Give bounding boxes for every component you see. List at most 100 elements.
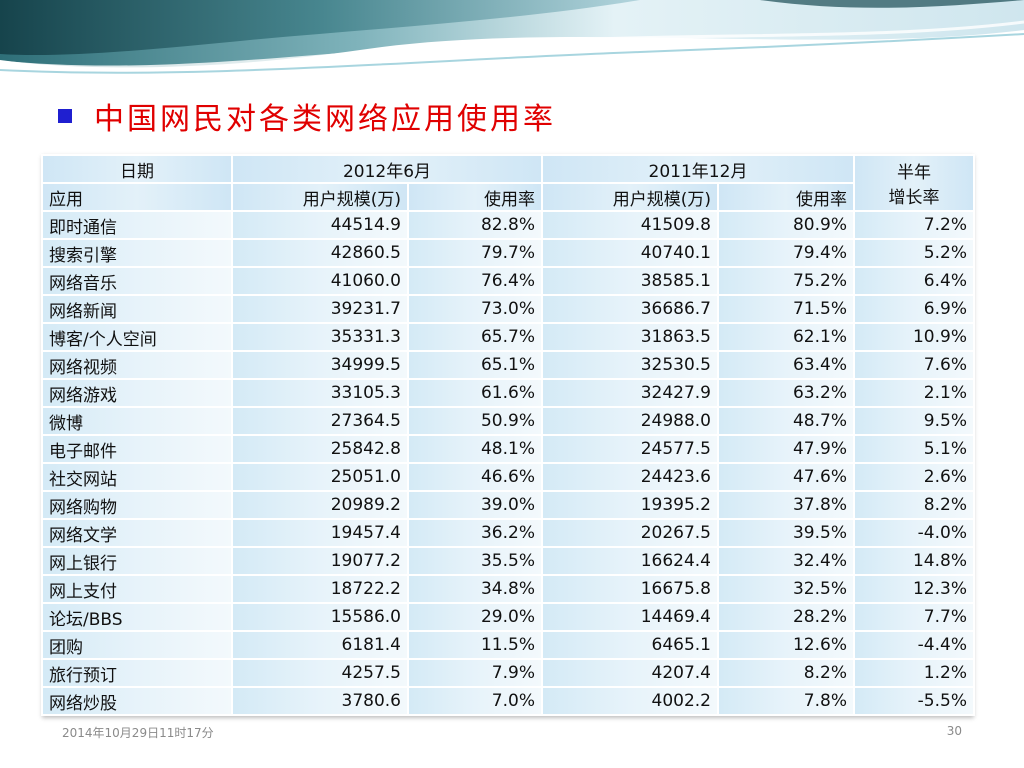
app-name-cell: 网络新闻 (41, 294, 233, 324)
rate-2011-cell: 47.9% (717, 434, 855, 464)
app-name-cell: 网络游戏 (41, 378, 233, 408)
table-row: 即时通信 44514.9 82.8% 41509.8 80.9% 7.2% (41, 210, 975, 240)
period-2011-header: 2011年12月 (541, 154, 855, 184)
growth-cell: 5.1% (853, 434, 975, 464)
rate-2012-cell: 7.9% (407, 658, 543, 688)
table-row: 网络音乐 41060.0 76.4% 38585.1 75.2% 6.4% (41, 266, 975, 296)
rate-2012-cell: 65.7% (407, 322, 543, 352)
rate-2012-cell: 39.0% (407, 490, 543, 520)
table-row: 网络视频 34999.5 65.1% 32530.5 63.4% 7.6% (41, 350, 975, 380)
rate-2011-cell: 79.4% (717, 238, 855, 268)
growth-cell: 10.9% (853, 322, 975, 352)
rate-2011-cell: 75.2% (717, 266, 855, 296)
rate-2011-cell: 62.1% (717, 322, 855, 352)
rate-2012-cell: 34.8% (407, 574, 543, 604)
rate-2012-cell: 29.0% (407, 602, 543, 632)
rate-2012-cell: 11.5% (407, 630, 543, 660)
users-2012-cell: 34999.5 (231, 350, 409, 380)
users-2012-cell: 4257.5 (231, 658, 409, 688)
square-bullet-icon (58, 109, 72, 123)
users-2011-cell: 24423.6 (541, 462, 719, 492)
rate-2011-cell: 37.8% (717, 490, 855, 520)
title-row: 中国网民对各类网络应用使用率 (58, 94, 556, 138)
usage-table: 日期 2012年6月 2011年12月 半年 增长率 应用 用户规模(万) 使用… (41, 154, 975, 716)
usage-table-container: 日期 2012年6月 2011年12月 半年 增长率 应用 用户规模(万) 使用… (41, 154, 975, 716)
app-name-cell: 论坛/BBS (41, 602, 233, 632)
users-2011-cell: 16675.8 (541, 574, 719, 604)
app-name-cell: 网络文学 (41, 518, 233, 548)
users-2012-cell: 20989.2 (231, 490, 409, 520)
rate-2012-cell: 46.6% (407, 462, 543, 492)
rate-2011-cell: 63.4% (717, 350, 855, 380)
app-name-cell: 网络视频 (41, 350, 233, 380)
app-header: 应用 (41, 182, 233, 212)
rate-2012-cell: 36.2% (407, 518, 543, 548)
users-2012-cell: 42860.5 (231, 238, 409, 268)
table-row: 社交网站 25051.0 46.6% 24423.6 47.6% 2.6% (41, 462, 975, 492)
table-row: 搜索引擎 42860.5 79.7% 40740.1 79.4% 5.2% (41, 238, 975, 268)
users-2011-cell: 38585.1 (541, 266, 719, 296)
app-name-cell: 旅行预订 (41, 658, 233, 688)
users-2011-cell: 40740.1 (541, 238, 719, 268)
growth-cell: 6.9% (853, 294, 975, 324)
rate-2012-cell: 82.8% (407, 210, 543, 240)
growth-cell: 9.5% (853, 406, 975, 436)
users-2012-header: 用户规模(万) (231, 182, 409, 212)
growth-cell: 5.2% (853, 238, 975, 268)
rate-2012-cell: 76.4% (407, 266, 543, 296)
table-row: 微博 27364.5 50.9% 24988.0 48.7% 9.5% (41, 406, 975, 436)
users-2011-cell: 20267.5 (541, 518, 719, 548)
app-name-cell: 网络音乐 (41, 266, 233, 296)
app-name-cell: 博客/个人空间 (41, 322, 233, 352)
header-row-1: 日期 2012年6月 2011年12月 半年 增长率 (41, 154, 975, 212)
app-name-cell: 电子邮件 (41, 434, 233, 464)
app-name-cell: 微博 (41, 406, 233, 436)
rate-2011-cell: 28.2% (717, 602, 855, 632)
table-row: 网络新闻 39231.7 73.0% 36686.7 71.5% 6.9% (41, 294, 975, 324)
period-2012-header: 2012年6月 (231, 154, 543, 184)
growth-cell: 7.6% (853, 350, 975, 380)
growth-cell: 6.4% (853, 266, 975, 296)
users-2011-cell: 14469.4 (541, 602, 719, 632)
table-row: 电子邮件 25842.8 48.1% 24577.5 47.9% 5.1% (41, 434, 975, 464)
growth-header-line1: 半年 (897, 163, 931, 183)
app-name-cell: 网络炒股 (41, 686, 233, 716)
growth-cell: -5.5% (853, 686, 975, 716)
rate-2011-cell: 7.8% (717, 686, 855, 716)
growth-cell: 14.8% (853, 546, 975, 576)
users-2012-cell: 3780.6 (231, 686, 409, 716)
growth-cell: 7.7% (853, 602, 975, 632)
users-2011-cell: 4207.4 (541, 658, 719, 688)
rate-2011-cell: 48.7% (717, 406, 855, 436)
table-row: 网上银行 19077.2 35.5% 16624.4 32.4% 14.8% (41, 546, 975, 576)
users-2011-cell: 16624.4 (541, 546, 719, 576)
rate-2012-cell: 79.7% (407, 238, 543, 268)
growth-cell: 7.2% (853, 210, 975, 240)
rate-2011-cell: 80.9% (717, 210, 855, 240)
users-2012-cell: 15586.0 (231, 602, 409, 632)
growth-cell: -4.4% (853, 630, 975, 660)
rate-2011-cell: 39.5% (717, 518, 855, 548)
growth-cell: -4.0% (853, 518, 975, 548)
users-2011-cell: 41509.8 (541, 210, 719, 240)
users-2012-cell: 35331.3 (231, 322, 409, 352)
app-name-cell: 网上银行 (41, 546, 233, 576)
rate-2012-cell: 48.1% (407, 434, 543, 464)
users-2012-cell: 41060.0 (231, 266, 409, 296)
growth-cell: 2.6% (853, 462, 975, 492)
rate-2011-cell: 63.2% (717, 378, 855, 408)
growth-cell: 12.3% (853, 574, 975, 604)
users-2012-cell: 44514.9 (231, 210, 409, 240)
table-row: 网上支付 18722.2 34.8% 16675.8 32.5% 12.3% (41, 574, 975, 604)
rate-2011-cell: 12.6% (717, 630, 855, 660)
rate-2012-header: 使用率 (407, 182, 543, 212)
footer-date: 2014年10月29日11时17分 (62, 726, 214, 740)
rate-2012-cell: 65.1% (407, 350, 543, 380)
growth-cell: 2.1% (853, 378, 975, 408)
app-name-cell: 即时通信 (41, 210, 233, 240)
table-row: 网络炒股 3780.6 7.0% 4002.2 7.8% -5.5% (41, 686, 975, 716)
users-2011-cell: 32427.9 (541, 378, 719, 408)
table-row: 旅行预订 4257.5 7.9% 4207.4 8.2% 1.2% (41, 658, 975, 688)
table-row: 团购 6181.4 11.5% 6465.1 12.6% -4.4% (41, 630, 975, 660)
header-banner-graphic (0, 0, 1024, 82)
